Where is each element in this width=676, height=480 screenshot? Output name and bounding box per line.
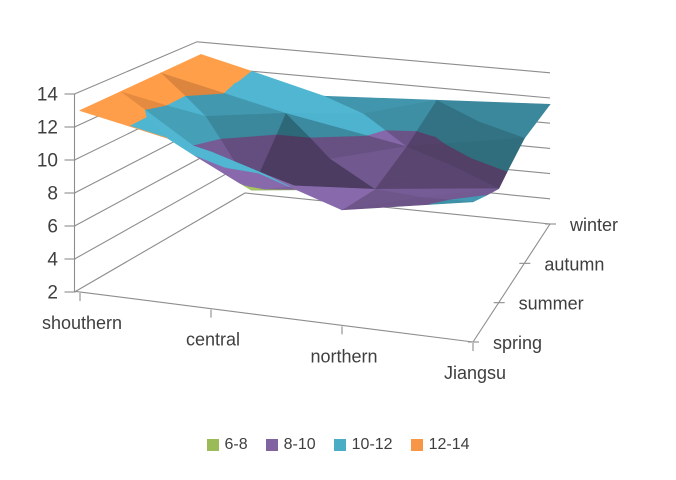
- surface-facet-10-12: [470, 137, 525, 172]
- value-tick-label: 14: [37, 85, 59, 106]
- surface: [79, 54, 551, 211]
- legend-item-12-14: 12-14: [410, 436, 470, 454]
- legend: 6-8 8-10 10-12 12-14: [0, 436, 676, 454]
- surface-facet-12-14: [79, 110, 168, 139]
- legend-label: 6-8: [224, 436, 248, 453]
- legend-item-6-8: 6-8: [206, 436, 248, 454]
- value-tick-label: 12: [37, 118, 58, 139]
- value-gridline: [74, 192, 551, 293]
- legend-item-8-10: 8-10: [265, 436, 316, 454]
- value-gridline: [74, 41, 551, 95]
- legend-label: 10-12: [351, 436, 393, 453]
- legend-label: 12-14: [428, 436, 470, 453]
- surface-facet-10-12: [428, 199, 474, 205]
- depth-label-winter: winter: [569, 215, 618, 235]
- depth-label-autumn: autumn: [544, 254, 604, 274]
- value-tick-label: 10: [37, 151, 58, 172]
- legend-item-10-12: 10-12: [333, 436, 393, 454]
- value-tick-label: 4: [47, 250, 58, 271]
- legend-label: 8-10: [283, 436, 316, 453]
- category-label-Jiangsu: Jiangsu: [444, 363, 506, 383]
- legend-swatch-icon: [265, 439, 278, 451]
- value-tick-label: 8: [47, 184, 58, 205]
- value-tick-label: 6: [47, 217, 58, 238]
- legend-swatch-icon: [410, 439, 423, 451]
- depth-label-summer: summer: [519, 294, 584, 314]
- legend-swatch-icon: [206, 439, 219, 451]
- category-label-shouthern: shouthern: [42, 313, 122, 333]
- value-tick-label: 2: [47, 283, 58, 304]
- category-label-central: central: [186, 330, 240, 350]
- depth-axis: [472, 223, 551, 343]
- depth-label-spring: spring: [493, 333, 542, 353]
- category-label-northern: northern: [310, 346, 377, 366]
- legend-swatch-icon: [333, 439, 346, 451]
- surface-facet-10-12: [210, 151, 290, 188]
- axis-labels: 2 4 6 8 10 12 14 shouthern central northern Jiangs…: [37, 85, 618, 384]
- category-axis: [74, 290, 474, 343]
